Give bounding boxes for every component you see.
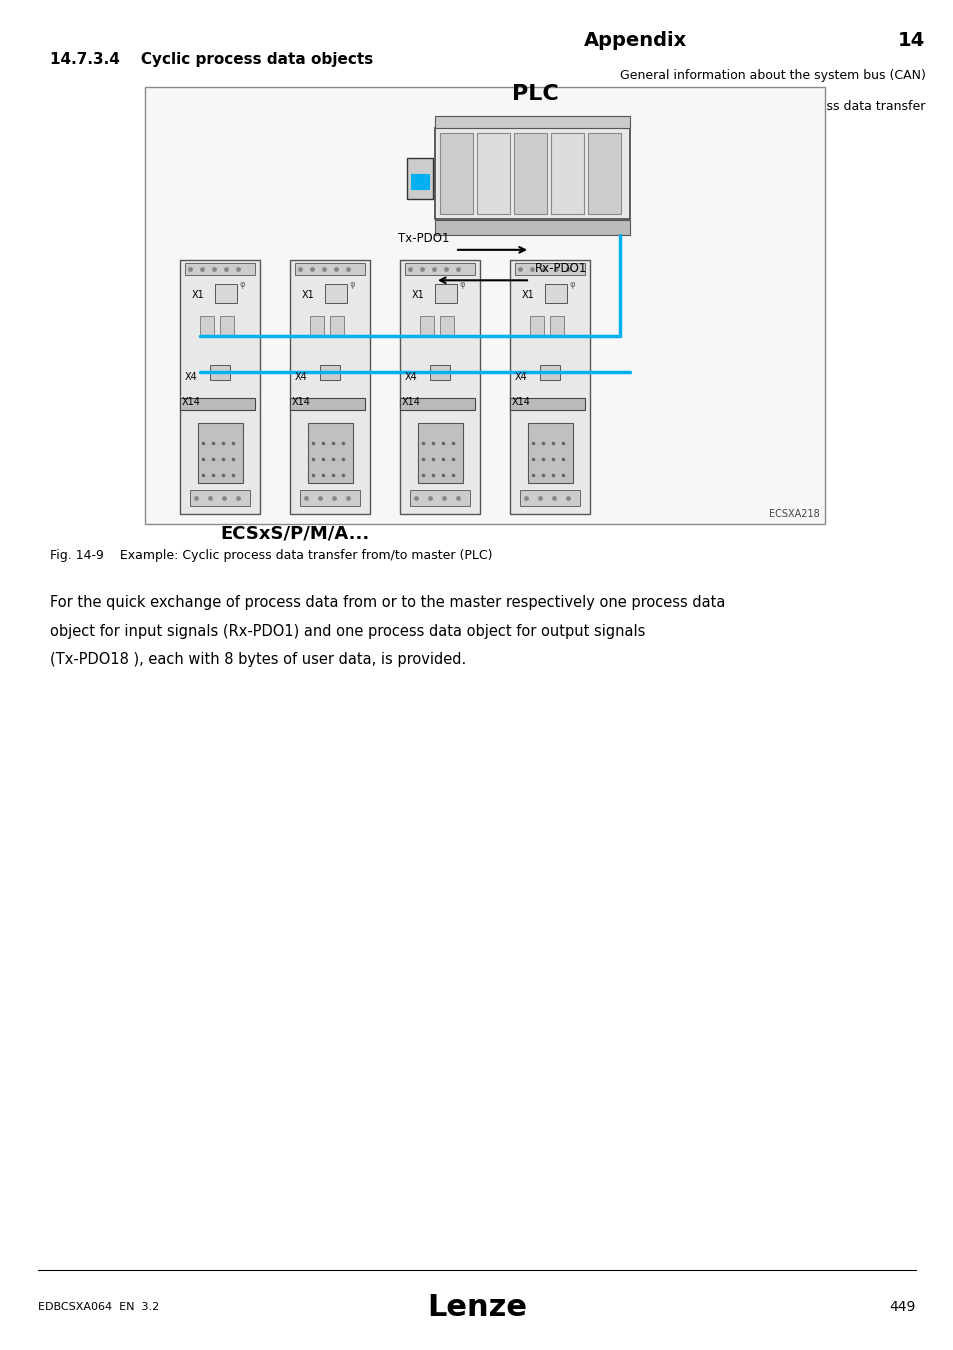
Text: X1: X1 [192,290,205,301]
Text: X1: X1 [412,290,424,301]
Bar [410,490,470,506]
Text: φ: φ [240,281,245,289]
Bar [430,364,450,379]
Bar [310,316,324,336]
Text: Process data transfer: Process data transfer [791,100,924,112]
Text: (Tx-PDO18 ), each with 8 bytes of user data, is provided.: (Tx-PDO18 ), each with 8 bytes of user d… [50,652,466,667]
Bar [145,88,824,524]
Text: X4: X4 [515,371,527,382]
Bar [290,398,365,410]
Text: φ: φ [459,281,465,289]
Bar [405,263,475,275]
Text: EDBCSXA064  EN  3.2: EDBCSXA064 EN 3.2 [38,1303,159,1312]
Bar [180,261,260,514]
Bar [550,316,563,336]
Bar [185,263,254,275]
Bar [510,398,584,410]
Bar [419,316,434,336]
Bar [435,285,456,302]
Bar [407,158,433,198]
Bar [435,128,629,219]
Bar [417,423,462,483]
Bar [411,174,429,189]
Bar [330,316,344,336]
Bar [519,490,579,506]
Bar [319,364,339,379]
Bar [530,316,543,336]
Text: X4: X4 [185,371,197,382]
Text: Rx-PDO1: Rx-PDO1 [535,262,587,275]
Text: ECSxS/P/M/A...: ECSxS/P/M/A... [220,524,369,543]
Text: X4: X4 [405,371,417,382]
Bar [435,116,629,128]
Text: Appendix: Appendix [583,31,686,50]
Text: General information about the system bus (CAN): General information about the system bus… [618,69,924,81]
Bar [439,134,473,215]
Text: object for input signals (Rx-PDO1) and one process data object for output signal: object for input signals (Rx-PDO1) and o… [50,624,644,639]
Bar [190,490,250,506]
Text: Tx-PDO1: Tx-PDO1 [398,232,450,244]
Text: φ: φ [350,281,355,289]
Text: X14: X14 [401,397,420,408]
Text: ECSXA218: ECSXA218 [768,509,820,518]
Text: Fig. 14-9    Example: Cyclic process data transfer from/to master (PLC): Fig. 14-9 Example: Cyclic process data t… [50,549,492,563]
Bar [399,398,475,410]
Bar [220,316,233,336]
Text: 14: 14 [897,31,924,50]
Bar [439,316,454,336]
Bar [476,134,510,215]
Text: X4: X4 [294,371,308,382]
Bar [299,490,359,506]
Text: X14: X14 [292,397,311,408]
Bar [551,134,583,215]
Bar [308,423,353,483]
Text: φ: φ [569,281,575,289]
Bar [214,285,236,302]
Text: Lenze: Lenze [427,1293,526,1322]
Bar [527,423,573,483]
Bar [198,423,243,483]
Text: X1: X1 [302,290,314,301]
Bar [325,285,347,302]
Text: 449: 449 [888,1300,915,1315]
Text: X1: X1 [521,290,535,301]
Text: For the quick exchange of process data from or to the master respectively one pr: For the quick exchange of process data f… [50,595,724,610]
Bar [290,261,370,514]
Bar [544,285,566,302]
Bar [294,263,365,275]
Bar [210,364,230,379]
Bar [515,263,584,275]
Bar [399,261,479,514]
Bar [180,398,254,410]
Text: PLC: PLC [511,84,558,104]
Text: 14.7.3.4    Cyclic process data objects: 14.7.3.4 Cyclic process data objects [50,51,373,66]
Bar [539,364,559,379]
Bar [514,134,546,215]
Bar [435,220,629,235]
Bar [587,134,620,215]
Text: X14: X14 [182,397,201,408]
Text: X14: X14 [512,397,530,408]
Bar [200,316,213,336]
Bar [510,261,589,514]
